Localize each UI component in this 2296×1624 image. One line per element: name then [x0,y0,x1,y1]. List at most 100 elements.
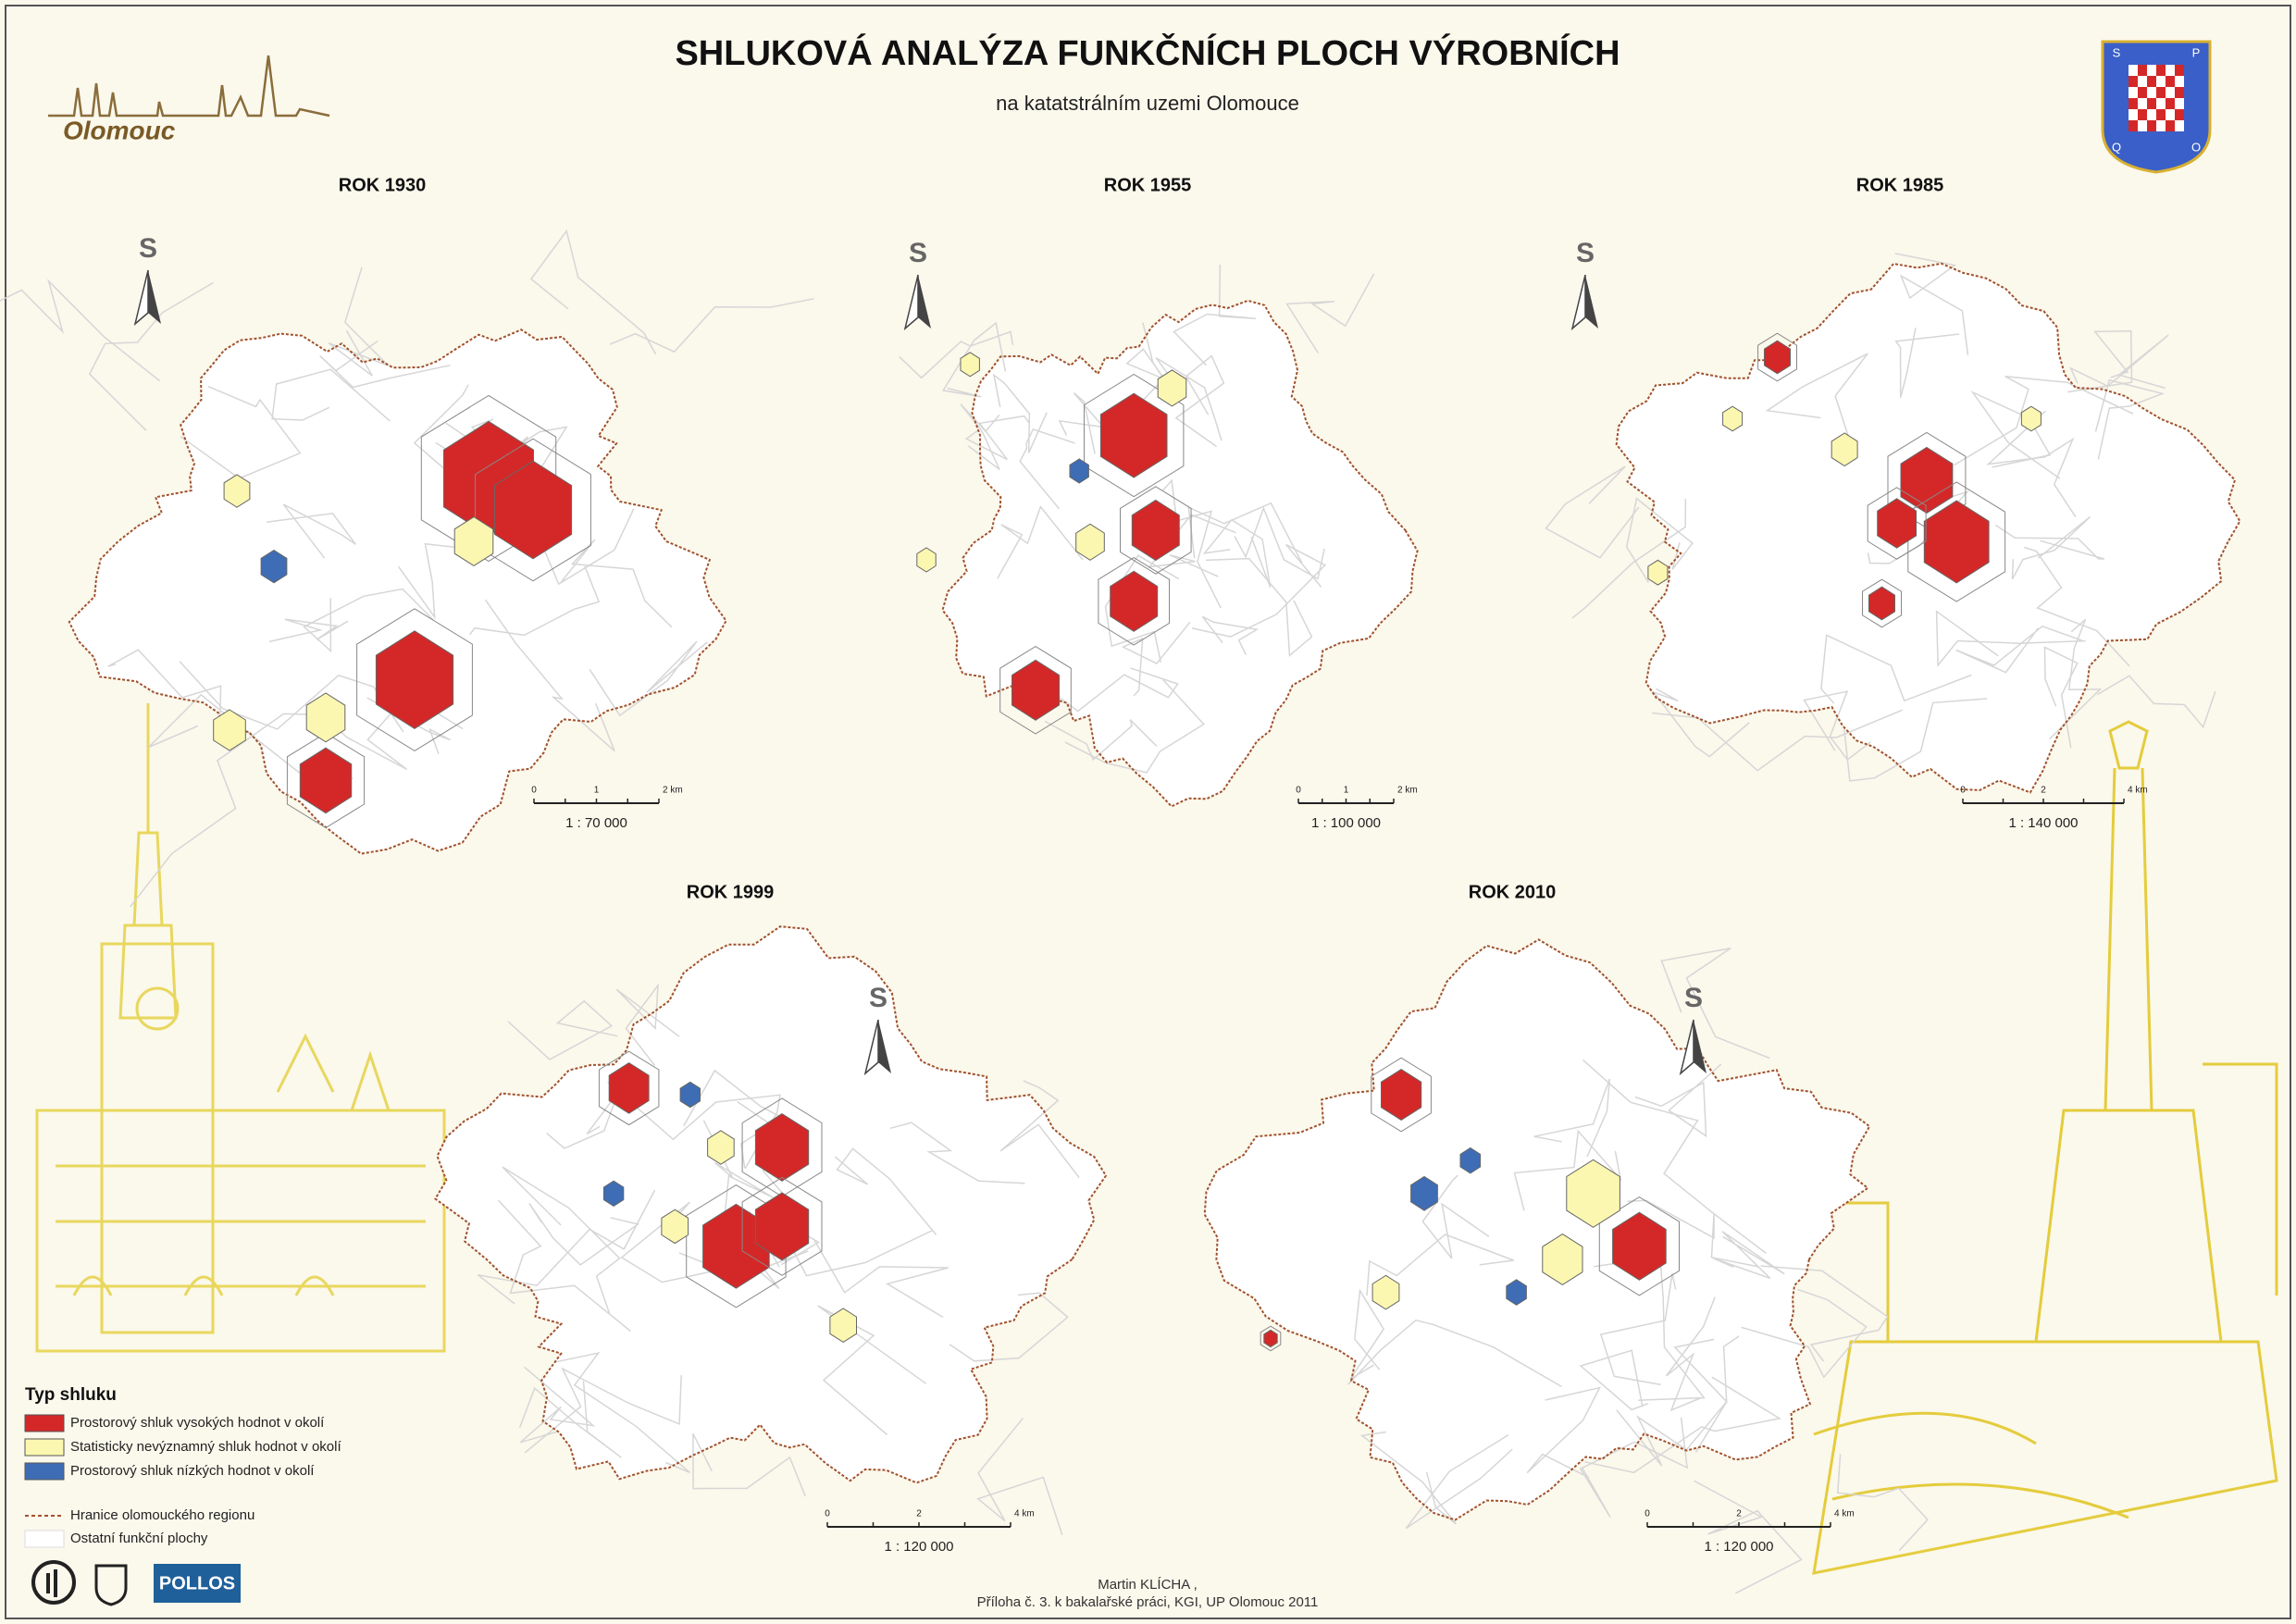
arms-check [2166,87,2175,98]
scale-tick-label: 0 [825,1509,830,1519]
road [1234,506,1325,580]
cluster-halo [1260,1325,1282,1352]
arms-letter: S [2113,45,2121,59]
cluster-high [493,460,573,560]
north-label: S [1684,983,1703,1013]
road [1986,410,2077,518]
cluster-halo [999,646,1072,735]
road [1935,610,2086,667]
scale-tick-label: 0 [1644,1509,1650,1519]
road [1765,353,1868,444]
cluster-halo [1757,332,1797,382]
road [1712,1231,1785,1280]
road [518,1381,622,1458]
region-area [942,300,1418,807]
road [519,1366,596,1444]
road [1820,634,1972,704]
scale-label: 1 : 120 000 [1704,1539,1773,1555]
cluster-neutral [453,516,494,566]
arms-check [2147,109,2156,120]
map-panel: ROK 2010 S 0 2 4 km 1 : 120 000 [1203,882,1929,1594]
logo-kgi [31,1560,76,1605]
region-boundary [1203,938,1871,1521]
road [130,713,335,908]
arms-check [2147,65,2156,76]
north-arrow-shade [918,275,931,329]
arms-check [2156,120,2166,131]
cluster-high [299,747,353,814]
road [999,1080,1080,1179]
cluster-high [608,1062,650,1114]
scale-tick-label: 2 km [663,786,683,796]
road [1673,1335,1740,1404]
road [949,1292,1069,1362]
road [692,1432,806,1497]
road [553,1351,690,1473]
arms-check [2128,109,2138,120]
north-label: S [869,983,887,1013]
road [497,1199,631,1333]
road [1104,554,1180,663]
scale-tick-label: 2 [2041,786,2046,796]
arms-check [2138,76,2147,87]
road [397,542,455,620]
arms-check [2156,87,2166,98]
arms-check [2128,87,2138,98]
map-panel: ROK 1999 S 0 2 4 km 1 : 120 000 [434,882,1108,1555]
road [997,505,1084,579]
cluster-high [1110,570,1159,632]
cluster-neutral [2020,405,2042,432]
north-arrow-shade [1585,275,1598,329]
road [1039,667,1179,713]
scale-tick-label: 0 [531,786,537,796]
map-panel: ROK 1985 S 0 2 4 km 1 : 140 000 [1545,175,2241,831]
road [1584,1376,1781,1474]
cluster-high [754,1113,810,1182]
road [1970,391,2061,479]
arms-check [2128,76,2138,87]
scale-label: 1 : 70 000 [565,815,627,831]
cluster-neutral [1722,405,1744,432]
road [2067,330,2133,393]
road [1579,1349,1649,1411]
scale-tick-label: 0 [1960,786,1966,796]
road [1121,621,1191,697]
arms-check [2156,109,2166,120]
legend-item: Statisticky nevýznamný shluk hodnot v ok… [70,1439,341,1455]
cluster-low [602,1180,625,1207]
road [1019,428,1075,510]
cluster-high [754,1192,810,1261]
legend-swatch-neutral [24,1438,65,1457]
arms-check [2156,76,2166,87]
cluster-neutral [305,692,346,743]
city-logo: Olomouc [48,55,330,144]
region-boundary [434,925,1108,1484]
road [1058,392,1106,454]
cluster-halo [741,1176,823,1276]
road [303,588,435,653]
road [2094,378,2166,460]
arms-check [2128,98,2138,109]
arms-check [2175,98,2184,109]
road [1627,1199,1759,1268]
title: SHLUKOVÁ ANALÝZA FUNKČNÍCH PLOCH VÝROBNÍ… [675,31,1620,73]
legend-item: Prostorový shluk nízkých hodnot v okolí [70,1463,315,1479]
footer-author: Martin KLÍCHA , [1098,1577,1198,1593]
cluster-neutral [1542,1233,1583,1285]
road [1366,1233,1514,1296]
road [1894,328,1960,398]
road [1803,690,1871,762]
arms-check [2166,98,2175,109]
arms-check [2166,120,2175,131]
road [889,1122,1025,1184]
north-label: S [1576,238,1595,268]
cluster-high [1868,586,1895,621]
arms-check [2138,120,2147,131]
logos: POLLOS [31,1560,241,1606]
map-title: ROK 1955 [1104,175,1192,195]
road [1571,499,1687,619]
cluster-high [1612,1211,1667,1281]
arms-check [2138,65,2147,76]
cluster-high [1263,1329,1278,1348]
scale-tick-label: 1 [1344,786,1349,796]
